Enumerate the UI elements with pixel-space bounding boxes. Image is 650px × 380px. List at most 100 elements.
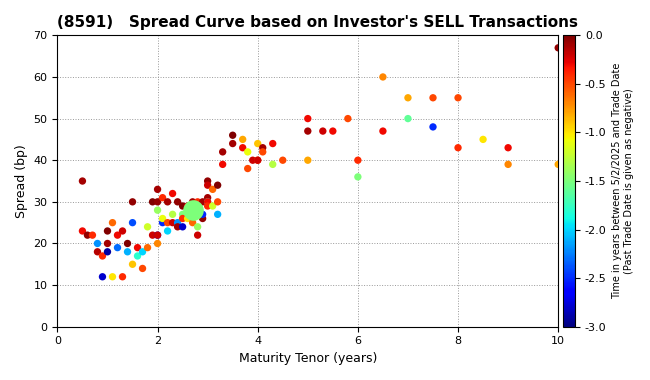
Point <box>133 245 143 251</box>
Point <box>403 95 413 101</box>
Point <box>107 274 118 280</box>
Point <box>343 116 353 122</box>
Point <box>198 215 208 222</box>
Point <box>257 145 268 151</box>
Point <box>303 128 313 134</box>
Y-axis label: Time in years between 5/2/2025 and Trade Date
(Past Trade Date is given as negat: Time in years between 5/2/2025 and Trade… <box>612 63 634 299</box>
Point <box>172 220 183 226</box>
Point <box>183 207 193 213</box>
Point <box>242 166 253 172</box>
Point <box>202 203 213 209</box>
Point <box>198 211 208 217</box>
Point <box>237 136 248 142</box>
Point <box>117 274 127 280</box>
Point <box>152 186 162 192</box>
X-axis label: Maturity Tenor (years): Maturity Tenor (years) <box>239 352 377 365</box>
Point <box>202 199 213 205</box>
Point <box>152 207 162 213</box>
Point <box>202 199 213 205</box>
Point <box>353 157 363 163</box>
Point <box>148 199 158 205</box>
Point <box>152 241 162 247</box>
Point <box>142 245 153 251</box>
Point <box>227 141 238 147</box>
Point <box>218 162 228 168</box>
Point <box>98 274 108 280</box>
Point <box>102 249 112 255</box>
Point <box>252 157 263 163</box>
Point <box>213 199 223 205</box>
Point <box>318 128 328 134</box>
Point <box>213 211 223 217</box>
Point <box>148 232 158 238</box>
Y-axis label: Spread (bp): Spread (bp) <box>15 144 28 218</box>
Point <box>453 145 463 151</box>
Point <box>133 253 143 259</box>
Point <box>177 211 188 217</box>
Point <box>77 228 88 234</box>
Point <box>257 149 268 155</box>
Point <box>168 211 178 217</box>
Point <box>137 249 148 255</box>
Point <box>127 220 138 226</box>
Point <box>98 253 108 259</box>
Point <box>157 195 168 201</box>
Point <box>478 136 488 142</box>
Point <box>127 199 138 205</box>
Point <box>242 149 253 155</box>
Point <box>428 124 438 130</box>
Point <box>268 162 278 168</box>
Point <box>152 199 162 205</box>
Point <box>127 261 138 267</box>
Point <box>92 241 103 247</box>
Point <box>187 203 198 209</box>
Point <box>328 128 338 134</box>
Point <box>77 178 88 184</box>
Point <box>553 45 564 51</box>
Point <box>553 162 564 168</box>
Point <box>192 232 203 238</box>
Point <box>112 245 123 251</box>
Point <box>162 220 173 226</box>
Point <box>177 224 188 230</box>
Point <box>428 95 438 101</box>
Point <box>187 220 198 226</box>
Point <box>403 116 413 122</box>
Point <box>172 199 183 205</box>
Point <box>248 157 258 163</box>
Point <box>187 199 198 205</box>
Point <box>207 203 218 209</box>
Point <box>268 141 278 147</box>
Point <box>378 128 388 134</box>
Point <box>202 178 213 184</box>
Point <box>303 116 313 122</box>
Point <box>303 157 313 163</box>
Point <box>207 186 218 192</box>
Point <box>453 95 463 101</box>
Point <box>117 228 127 234</box>
Point <box>152 232 162 238</box>
Point <box>177 203 188 209</box>
Point <box>112 232 123 238</box>
Point <box>353 174 363 180</box>
Point <box>137 265 148 271</box>
Point <box>157 215 168 222</box>
Point <box>202 182 213 188</box>
Point <box>92 249 103 255</box>
Point <box>278 157 288 163</box>
Point <box>378 74 388 80</box>
Point <box>122 241 133 247</box>
Point <box>107 220 118 226</box>
Point <box>213 182 223 188</box>
Point <box>142 224 153 230</box>
Point <box>157 220 168 226</box>
Point <box>503 145 514 151</box>
Point <box>252 157 263 163</box>
Point <box>252 141 263 147</box>
Point <box>172 224 183 230</box>
Point <box>168 220 178 226</box>
Point <box>102 228 112 234</box>
Point <box>168 190 178 196</box>
Point <box>503 162 514 168</box>
Point <box>87 232 98 238</box>
